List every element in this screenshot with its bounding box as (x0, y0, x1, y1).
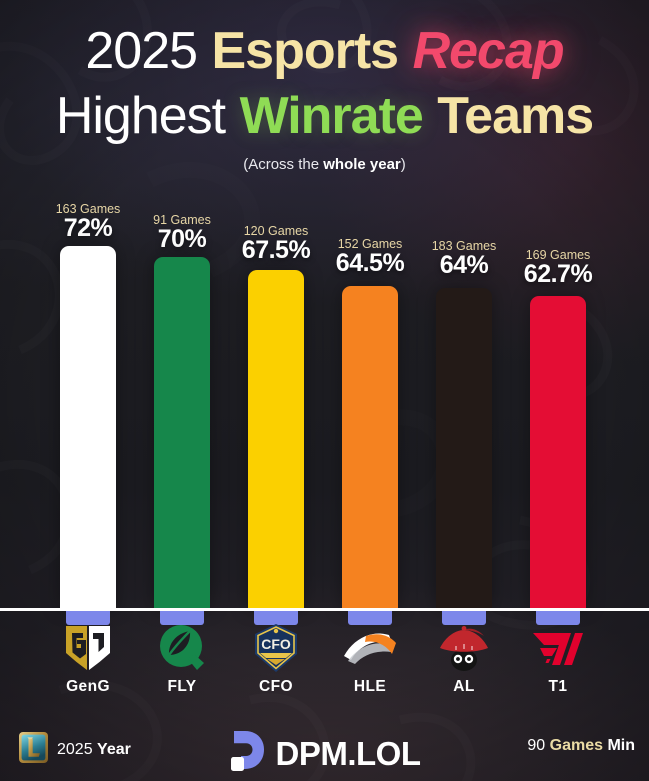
subtitle-emphasis: whole year (323, 156, 401, 173)
title-line-1: 2025 Esports Recap (0, 25, 649, 77)
t1-logo (523, 620, 593, 676)
brand-name: DPM.LOL (275, 735, 421, 772)
footer-games-min: 90 Games Min (527, 737, 635, 755)
subtitle-prefix: (Across the (243, 156, 324, 173)
poster-header: 2025 Esports Recap Highest Winrate Teams… (0, 0, 649, 173)
chart-baseline (0, 608, 649, 611)
footer-year-group: 2025 Year (18, 731, 131, 769)
svg-text:CFO: CFO (261, 636, 291, 652)
team-name-label: HLE (353, 678, 387, 695)
title-word-highest: Highest (55, 87, 226, 145)
games-count-label: 163 Games (55, 202, 121, 216)
footer-min-word: Games (549, 737, 603, 754)
footer-year-text: 2025 Year (57, 741, 131, 759)
title-word-winrate: Winrate (239, 87, 424, 145)
bar-pedestal (348, 611, 392, 625)
winrate-value-label: 64% (439, 251, 489, 279)
games-count-label: 169 Games (525, 248, 591, 262)
bar-column-fly: 91 Games 70% FLY (135, 0, 229, 781)
hle-logo (335, 620, 405, 676)
games-count-label: 152 Games (337, 237, 403, 251)
footer-year-number: 2025 (57, 741, 93, 758)
fly-logo (147, 620, 217, 676)
footer-min-suffix: Min (607, 737, 635, 754)
winrate-value-label: 64.5% (335, 249, 405, 277)
winrate-value-label: 62.7% (523, 260, 593, 288)
title-word-teams: Teams (437, 87, 594, 145)
bar-al[interactable] (436, 288, 492, 608)
al-logo (429, 620, 499, 676)
games-count-label: 91 Games (153, 213, 211, 227)
bar-pedestal (254, 611, 298, 625)
team-name-label: AL (453, 678, 475, 695)
bar-column-hle: 152 Games 64.5% HLE (323, 0, 417, 781)
bar-fly[interactable] (154, 257, 210, 608)
team-name-label: T1 (548, 678, 568, 695)
bar-cfo[interactable] (248, 270, 304, 608)
subtitle: (Across the whole year) (0, 156, 649, 173)
bar-pedestal (536, 611, 580, 625)
bar-pedestal (66, 611, 110, 625)
winrate-value-label: 70% (157, 225, 207, 253)
title-line-2: Highest Winrate Teams (0, 90, 649, 142)
bar-column-geng: 163 Games 72% GenG (41, 0, 135, 781)
footer-min-number: 90 (527, 737, 546, 754)
bar-hle[interactable] (342, 286, 398, 608)
games-count-label: 120 Games (243, 224, 309, 238)
winrate-value-label: 67.5% (241, 236, 311, 264)
dpm-lol-brand[interactable]: DPM.LOL (229, 729, 421, 778)
team-name-label: GenG (66, 678, 110, 695)
bar-column-al: 183 Games 64% AL (417, 0, 511, 781)
title-word-recap: Recap (412, 22, 565, 80)
geng-logo (53, 620, 123, 676)
bar-geng[interactable] (60, 246, 116, 608)
winrate-value-label: 72% (63, 214, 113, 242)
bar-t1[interactable] (530, 296, 586, 608)
dpm-logo-icon (229, 729, 265, 778)
bar-column-t1: 169 Games 62.7% T1 (511, 0, 605, 781)
subtitle-suffix: ) (400, 156, 406, 173)
footer-year-word: Year (97, 741, 131, 758)
bar-pedestal (160, 611, 204, 625)
poster-footer: 2025 Year DPM.LOL 90 Games Min (0, 719, 649, 781)
games-count-label: 183 Games (431, 239, 497, 253)
title-word-year: 2025 (85, 22, 198, 80)
team-name-label: FLY (167, 678, 197, 695)
title-word-esports: Esports (211, 22, 400, 80)
bar-column-cfo: 120 Games 67.5% CFO CFO (229, 0, 323, 781)
bar-pedestal (442, 611, 486, 625)
team-name-label: CFO (259, 678, 293, 695)
league-of-legends-icon (18, 731, 49, 769)
cfo-logo: CFO (241, 620, 311, 676)
